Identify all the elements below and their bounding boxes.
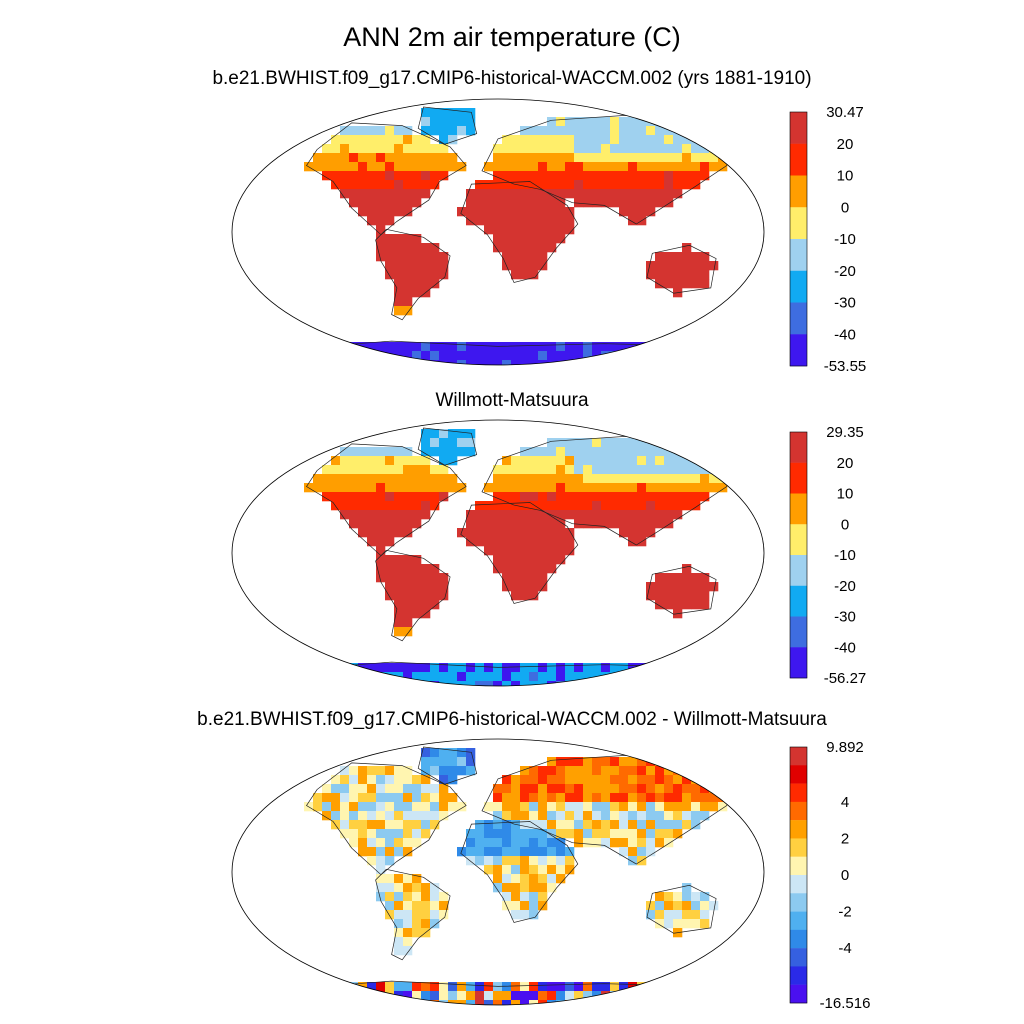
colorbar-swatch <box>790 893 807 912</box>
colorbar-swatch <box>790 911 807 931</box>
colorbar-swatch <box>790 112 807 144</box>
colorbar-min-label: -16.516 <box>820 995 871 1012</box>
colorbar-tick-label: 0 <box>841 516 849 533</box>
colorbar-swatch <box>790 616 807 648</box>
colorbar-swatch <box>790 175 807 208</box>
colorbar-tick-label: 10 <box>837 486 854 503</box>
colorbar-max-label: 9.892 <box>826 739 864 756</box>
colorbar-swatch <box>790 948 807 967</box>
colorbar-tick-label: -40 <box>834 326 856 343</box>
colorbar-swatch <box>790 143 807 176</box>
panel-1-title: b.e21.BWHIST.f09_g17.CMIP6-historical-WA… <box>212 68 812 89</box>
colorbar-swatch <box>790 647 807 679</box>
figure-title: ANN 2m air temperature (C) <box>343 22 681 52</box>
colorbar-max-label: 30.47 <box>826 104 864 121</box>
colorbar-swatch <box>790 270 807 303</box>
colorbar-swatch <box>790 334 807 367</box>
colorbar-swatch <box>790 966 807 985</box>
colorbar-swatch <box>790 765 807 784</box>
coastline <box>257 106 739 365</box>
colorbar-swatch <box>790 838 807 857</box>
colorbar-swatch <box>790 462 807 494</box>
colorbar-min-label: -53.55 <box>824 358 867 375</box>
colorbar-tick-label: -20 <box>834 578 856 595</box>
colorbar-swatch <box>790 207 807 240</box>
colorbar-1: 30.47 20 10 0 -10 -20 -30 -40 -53.55 <box>789 104 867 375</box>
map-land-fill <box>259 108 737 365</box>
colorbar-tick-label: -10 <box>834 231 856 248</box>
colorbar-3: 9.892 4 2 0 -2 -4 -16.516 <box>789 739 871 1012</box>
map-panel-3 <box>231 738 765 1006</box>
map-panel-1 <box>231 98 765 366</box>
colorbar-swatch <box>790 984 807 1004</box>
colorbar-swatch <box>790 875 807 894</box>
map-boundary <box>231 419 765 687</box>
colorbar-tick-label: -30 <box>834 295 856 312</box>
colorbar-swatch <box>790 239 807 271</box>
colorbar-tick-label: 0 <box>841 199 849 216</box>
colorbar-min-label: -56.27 <box>824 670 867 687</box>
colorbar-swatch <box>790 801 807 821</box>
colorbar-tick-label: 10 <box>837 168 854 185</box>
colorbar-tick-label: -4 <box>838 940 851 957</box>
colorbar-swatch <box>790 555 807 586</box>
map-boundary <box>231 98 765 366</box>
colorbar-tick-label: -40 <box>834 639 856 656</box>
panel-2-title: Willmott-Matsuura <box>435 390 589 411</box>
colorbar-swatch <box>790 783 807 803</box>
map-land-fill <box>259 748 737 1005</box>
colorbar-tick-label: -20 <box>834 263 856 280</box>
colorbar-tick-label: 0 <box>841 867 849 884</box>
colorbar-swatch <box>790 302 807 335</box>
colorbar-swatch <box>790 929 807 949</box>
colorbar-swatch <box>790 585 807 617</box>
colorbar-swatch <box>790 493 807 525</box>
colorbar-tick-label: -30 <box>834 609 856 626</box>
colorbar-tick-label: 4 <box>841 794 849 811</box>
colorbar-tick-label: 2 <box>841 830 849 847</box>
panel-3-title: b.e21.BWHIST.f09_g17.CMIP6-historical-WA… <box>197 709 827 730</box>
colorbar-tick-label: -2 <box>838 904 851 921</box>
colorbar-max-label: 29.35 <box>826 424 864 441</box>
colorbar-2: 29.35 20 10 0 -10 -20 -30 -40 -56.27 <box>789 424 867 687</box>
colorbar-swatch <box>790 856 807 876</box>
colorbar-swatch <box>790 747 807 766</box>
colorbar-tick-label: 20 <box>837 136 854 153</box>
colorbar-tick-label: 20 <box>837 455 854 472</box>
map-panel-2 <box>231 419 765 687</box>
colorbar-swatch <box>790 524 807 556</box>
map-land-fill <box>259 429 737 686</box>
colorbar-swatch <box>790 820 807 839</box>
colorbar-tick-label: -10 <box>834 547 856 564</box>
colorbar-swatch <box>790 432 807 463</box>
map-boundary <box>231 738 765 1006</box>
